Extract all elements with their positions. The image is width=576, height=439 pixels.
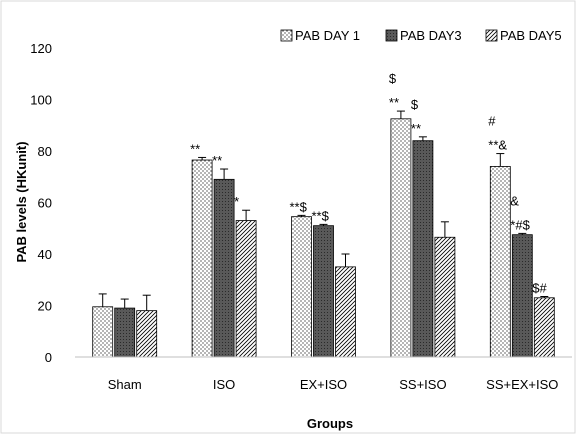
category-label: ISO	[213, 377, 235, 392]
bars: ****$$**#**&****$$**&*#$*$#	[92, 71, 555, 358]
legend-swatch-day5	[485, 29, 498, 42]
y-tick-label: 40	[38, 247, 52, 262]
y-tick-label: 0	[45, 350, 52, 365]
category-label: SS+EX+ISO	[486, 377, 558, 392]
legend-swatch-day3	[385, 29, 398, 42]
bar	[412, 140, 434, 358]
significance-label: **$	[312, 208, 330, 223]
significance-label: **	[212, 153, 222, 168]
bar	[191, 159, 213, 358]
significance-label: #	[488, 114, 496, 129]
category-label: Sham	[108, 377, 142, 392]
significance-label: *	[234, 194, 239, 209]
bar	[533, 297, 555, 358]
significance-label: **	[190, 141, 200, 156]
legend-label-day3: PAB DAY3	[400, 28, 462, 43]
significance-label: **$	[290, 199, 308, 214]
category-label: SS+ISO	[399, 377, 446, 392]
significance-label: **	[389, 95, 399, 110]
bar	[511, 234, 533, 358]
bar	[390, 118, 412, 358]
y-tick-label: 20	[38, 299, 52, 314]
legend: PAB DAY 1 PAB DAY3 PAB DAY5	[280, 28, 562, 43]
bar	[489, 166, 511, 358]
category-labels: Sham ISO EX+ISO SS+ISO SS+EX+ISO	[108, 377, 559, 392]
bar	[291, 216, 312, 358]
significance-label: *#$	[510, 217, 530, 232]
legend-swatch-day1	[280, 29, 293, 42]
significance-label: $	[411, 97, 419, 112]
y-tick-label: 80	[38, 144, 52, 159]
y-tick-labels: 0 20 40 60 80 100 120	[30, 41, 52, 365]
bar	[313, 225, 334, 358]
significance-label: &	[510, 193, 519, 208]
bar	[92, 306, 114, 358]
x-axis-title: Groups	[307, 416, 353, 431]
category-label: EX+ISO	[300, 377, 347, 392]
legend-label-day1: PAB DAY 1	[295, 28, 360, 43]
y-tick-label: 100	[30, 93, 52, 108]
bar	[434, 236, 456, 358]
significance-label: **	[411, 121, 421, 136]
bar	[335, 266, 356, 358]
y-tick-label: 60	[38, 196, 52, 211]
bar	[213, 178, 235, 358]
significance-label: $	[389, 71, 397, 86]
bar	[136, 310, 158, 358]
significance-label: **&	[488, 138, 507, 153]
y-tick-label: 120	[30, 41, 52, 56]
bar	[235, 220, 257, 358]
legend-label-day5: PAB DAY5	[500, 28, 562, 43]
significance-label: $#	[532, 280, 547, 295]
y-axis-title: PAB levels (HKunit)	[14, 141, 29, 262]
bar	[114, 307, 136, 358]
